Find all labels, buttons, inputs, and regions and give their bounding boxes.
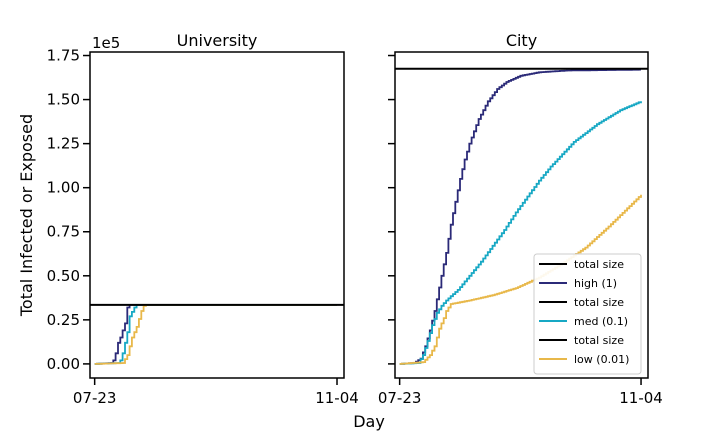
x-tick-label: 07-23 <box>378 389 422 407</box>
y-axis-label: Total Infected or Exposed <box>17 114 36 317</box>
panel-title: University <box>177 31 258 50</box>
legend-label: high (1) <box>574 277 617 290</box>
x-tick-label: 11-04 <box>315 389 359 407</box>
series-line-med <box>399 101 642 365</box>
series-line-med <box>94 304 337 365</box>
y-tick-label: 1.75 <box>47 47 80 65</box>
series-line-high <box>399 68 641 365</box>
x-tick-label: 11-04 <box>619 389 663 407</box>
legend-label: total size <box>574 296 624 309</box>
y-tick-label: 1.50 <box>47 91 80 109</box>
y-tick-label: 0.75 <box>47 223 80 241</box>
legend-label: med (0.1) <box>574 315 628 328</box>
series-line-low <box>399 194 642 365</box>
y-tick-label: 1.25 <box>47 135 80 153</box>
axes-frame <box>89 51 345 379</box>
x-axis-label: Day <box>353 412 385 431</box>
x-tick-label: 07-23 <box>73 389 117 407</box>
y-scale-label: 1e5 <box>92 34 120 52</box>
legend-label: low (0.01) <box>574 353 629 366</box>
plot-area <box>395 67 648 365</box>
legend: total size high (1) total size med (0.1) tot… <box>533 253 642 375</box>
panel-university: University 0.00 0.25 0.50 0.75 1.00 1.25 1.50 1.… <box>47 31 359 407</box>
legend-label: total size <box>574 258 624 271</box>
axes-frame <box>394 51 649 379</box>
plot-area <box>90 303 344 365</box>
y-tick-label: 0.00 <box>47 355 80 373</box>
y-tick-label: 0.50 <box>47 267 80 285</box>
panel-title: City <box>506 31 537 50</box>
y-tick-label: 1.00 <box>47 179 80 197</box>
y-tick-label: 0.25 <box>47 311 80 329</box>
legend-label: total size <box>574 334 624 347</box>
